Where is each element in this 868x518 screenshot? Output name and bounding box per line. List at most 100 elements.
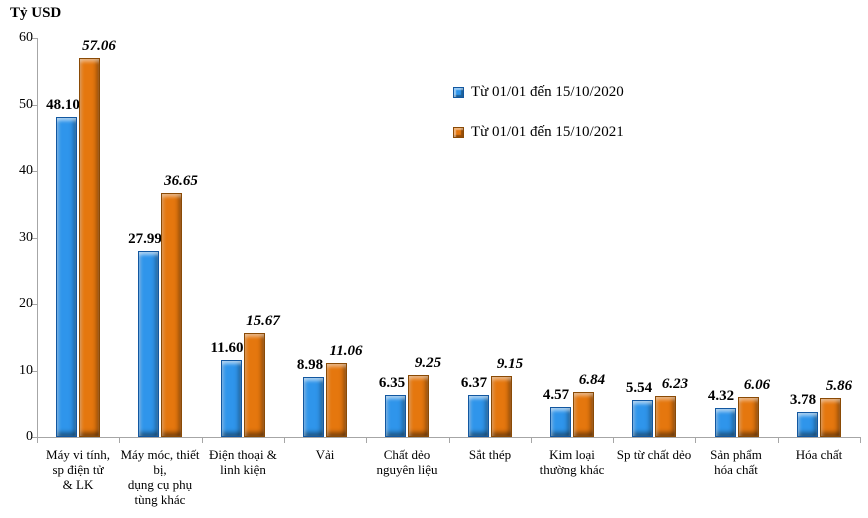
x-tick — [366, 437, 367, 443]
bar-series1-cat6 — [573, 392, 594, 437]
y-tick — [32, 437, 37, 438]
category-label-line: Kim loại — [549, 447, 595, 462]
bar-series0-cat1 — [138, 251, 159, 437]
bar-value-label: 11.60 — [210, 340, 244, 356]
y-axis-tick-label: 60 — [19, 30, 33, 45]
category-label-line: Điện thoại & — [209, 447, 277, 462]
x-axis-category-label: Hóa chất — [776, 447, 862, 462]
category-label-line: tùng khác — [134, 492, 186, 507]
bar-series1-cat7 — [655, 396, 676, 437]
legend-label-2021: Từ 01/01 đến 15/10/2021 — [471, 123, 624, 140]
legend-swatch-2021-icon — [453, 126, 464, 138]
y-axis-tick-label: 20 — [19, 296, 33, 311]
x-axis-category-label: Máy móc, thiết bị, dụng cụ phụ tùng khác — [117, 447, 203, 507]
x-axis-category-label: Máy vi tính, sp điện tử & LK — [35, 447, 121, 492]
x-axis-category-label: Kim loại thường khác — [529, 447, 615, 477]
category-label-line: Máy móc, thiết — [120, 447, 200, 462]
bar-value-label: 6.37 — [460, 375, 488, 391]
y-tick — [32, 105, 37, 106]
bar-value-label: 27.99 — [128, 231, 162, 247]
y-tick — [32, 371, 37, 372]
category-label-line: thường khác — [539, 462, 605, 477]
legend-item-2020: Từ 01/01 đến 15/10/2020 — [453, 83, 624, 101]
bar-value-label: 5.54 — [625, 380, 653, 396]
x-tick — [531, 437, 532, 443]
bar-series0-cat4 — [385, 395, 406, 437]
bar-series1-cat3 — [326, 363, 347, 437]
x-axis-category-label: Sp từ chất dẻo — [611, 447, 697, 462]
category-label-line: Sản phẩm — [710, 447, 762, 462]
bar-value-label: 6.84 — [578, 372, 606, 388]
bar-value-label: 6.23 — [661, 376, 689, 392]
category-label-line: sp điện tử — [52, 462, 104, 477]
y-tick — [32, 171, 37, 172]
bar-series0-cat9 — [797, 412, 818, 437]
x-tick — [202, 437, 203, 443]
bar-series0-cat5 — [468, 395, 489, 437]
category-label-line: Hóa chất — [795, 447, 843, 462]
y-axis-tick-label: 50 — [19, 97, 33, 112]
y-tick — [32, 38, 37, 39]
x-tick — [284, 437, 285, 443]
x-axis-category-label: Vải — [282, 447, 368, 462]
x-axis-line — [37, 437, 860, 438]
bar-value-label: 4.32 — [707, 388, 735, 404]
y-axis-tick-label: 40 — [19, 163, 33, 178]
category-label-line: linh kiện — [220, 462, 266, 477]
x-tick — [613, 437, 614, 443]
bar-series0-cat7 — [632, 400, 653, 437]
bar-value-label: 4.57 — [542, 387, 570, 403]
category-label-line: dụng cụ phụ — [127, 477, 193, 492]
x-tick — [119, 437, 120, 443]
bar-series1-cat1 — [161, 193, 182, 437]
y-axis-tick-label: 10 — [19, 363, 33, 378]
bar-value-label: 9.25 — [414, 355, 442, 371]
bar-value-label: 57.06 — [82, 38, 116, 54]
category-label-line: bị, — [153, 462, 167, 477]
bar-series1-cat2 — [244, 333, 265, 437]
bar-value-label: 6.06 — [743, 377, 771, 393]
x-tick — [37, 437, 38, 443]
bar-series0-cat0 — [56, 117, 77, 437]
legend-item-2021: Từ 01/01 đến 15/10/2021 — [453, 123, 624, 141]
bar-value-label: 5.86 — [825, 378, 853, 394]
legend-swatch-2020-icon — [453, 86, 464, 98]
bar-series1-cat9 — [820, 398, 841, 437]
bar-value-label: 48.10 — [46, 97, 80, 113]
bar-series1-cat5 — [491, 376, 512, 437]
y-axis-line — [37, 38, 38, 438]
category-label-line: nguyên liệu — [376, 462, 438, 477]
bar-value-label: 6.35 — [378, 375, 406, 391]
category-label-line: & LK — [62, 477, 94, 492]
x-axis-category-label: Điện thoại & linh kiện — [200, 447, 286, 477]
bar-series1-cat0 — [79, 58, 100, 437]
category-label-line: hóa chất — [714, 462, 758, 477]
y-tick — [32, 238, 37, 239]
category-label-line: Sp từ chất dẻo — [616, 447, 692, 462]
y-axis-tick-label: 30 — [19, 230, 33, 245]
category-label-line: Sắt thép — [468, 447, 512, 462]
legend-label-2020: Từ 01/01 đến 15/10/2020 — [471, 83, 624, 100]
bar-value-label: 36.65 — [164, 173, 198, 189]
bar-series0-cat6 — [550, 407, 571, 437]
x-tick — [449, 437, 450, 443]
bar-value-label: 11.06 — [329, 343, 363, 359]
category-label-line: Máy vi tính, — [46, 447, 110, 462]
bar-value-label: 3.78 — [789, 392, 817, 408]
bar-series1-cat4 — [408, 375, 429, 437]
x-tick — [695, 437, 696, 443]
x-axis-category-label: Sắt thép — [447, 447, 533, 462]
bar-value-label: 8.98 — [296, 357, 324, 373]
bar-series0-cat3 — [303, 377, 324, 437]
y-axis-tick-label: 0 — [26, 429, 33, 444]
chart-title: Tỷ USD — [10, 5, 62, 21]
y-tick — [32, 304, 37, 305]
x-axis-category-label: Sản phẩm hóa chất — [693, 447, 779, 477]
category-label-line: Vải — [315, 447, 335, 462]
x-axis-category-label: Chất dẻo nguyên liệu — [364, 447, 450, 477]
bar-series1-cat8 — [738, 397, 759, 437]
legend: Từ 01/01 đến 15/10/2020 Từ 01/01 đến 15/… — [453, 83, 624, 163]
x-tick — [860, 437, 861, 443]
bar-value-label: 15.67 — [246, 313, 280, 329]
